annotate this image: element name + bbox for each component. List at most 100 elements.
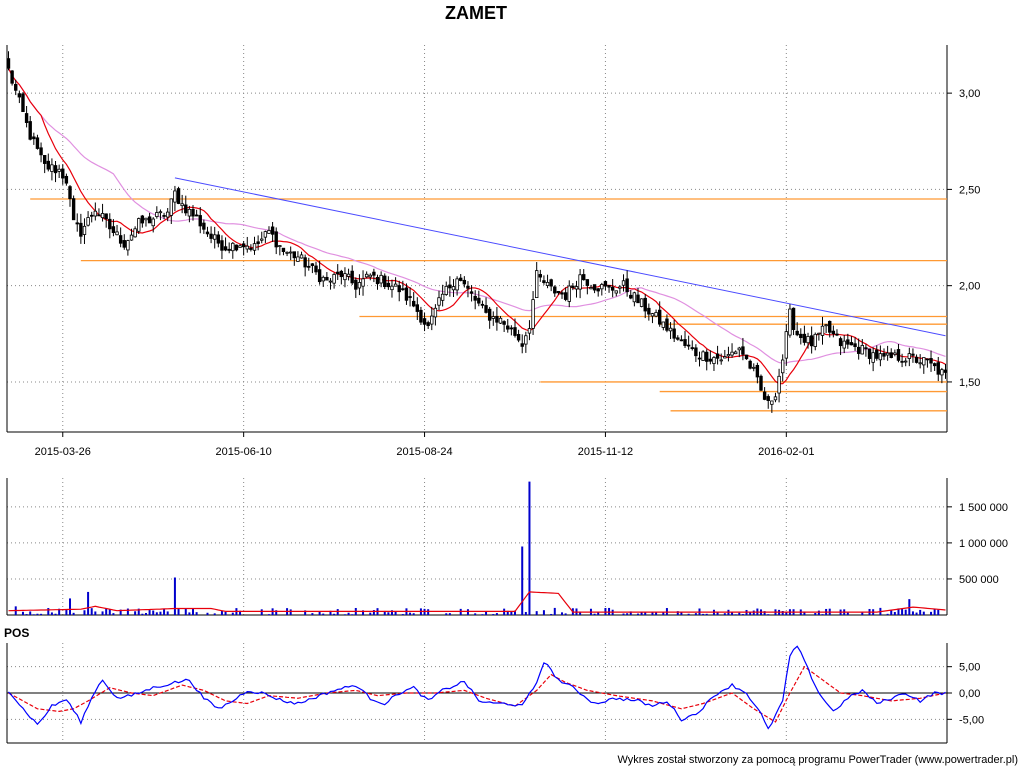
candle bbox=[487, 306, 492, 329]
candle-body bbox=[187, 208, 192, 217]
candle-body bbox=[198, 215, 202, 227]
pos-indicator-panel: 5,00 0,00 -5,00 bbox=[6, 643, 984, 744]
candle-body bbox=[491, 316, 495, 319]
volume-bar bbox=[481, 614, 484, 615]
volume-bar bbox=[752, 610, 755, 615]
candle bbox=[661, 321, 666, 331]
volume-bar bbox=[336, 609, 339, 615]
candle-body bbox=[846, 339, 850, 345]
candle-body bbox=[679, 339, 684, 342]
candle-body bbox=[17, 93, 22, 98]
candle bbox=[856, 338, 861, 360]
volume-bar bbox=[166, 611, 169, 615]
candle-body bbox=[451, 286, 456, 291]
candle bbox=[100, 203, 105, 222]
volume-bar bbox=[622, 613, 625, 615]
candle-body bbox=[401, 288, 405, 291]
short-moving-average-line bbox=[7, 67, 946, 385]
candle bbox=[252, 236, 257, 255]
candle-body bbox=[473, 295, 477, 301]
candle bbox=[307, 257, 311, 271]
candle bbox=[415, 297, 420, 321]
volume-bar bbox=[741, 614, 744, 615]
candle-body bbox=[252, 243, 257, 251]
candle-body bbox=[162, 215, 166, 217]
candle-body bbox=[68, 186, 72, 199]
candle-body bbox=[118, 235, 123, 244]
candle-body bbox=[422, 318, 427, 325]
candle bbox=[781, 354, 785, 382]
volume-bar bbox=[239, 610, 242, 615]
candle-body bbox=[372, 271, 376, 276]
candle-body bbox=[122, 240, 126, 248]
volume-bar bbox=[897, 608, 900, 615]
candle bbox=[245, 236, 249, 253]
candle bbox=[632, 291, 637, 307]
volume-bar bbox=[188, 612, 191, 615]
candle bbox=[213, 226, 217, 249]
candle-body bbox=[209, 233, 213, 239]
candle-body bbox=[455, 278, 459, 291]
volume-bar bbox=[65, 609, 68, 615]
candle bbox=[350, 265, 354, 285]
candle bbox=[288, 246, 293, 261]
candle-body bbox=[477, 297, 481, 304]
candle bbox=[61, 164, 65, 185]
candle bbox=[723, 349, 727, 359]
candle-body bbox=[444, 285, 448, 295]
volume-bar bbox=[333, 613, 336, 615]
candle-body bbox=[231, 242, 235, 252]
pos-line bbox=[8, 645, 946, 730]
candle bbox=[10, 70, 14, 86]
candle bbox=[744, 354, 749, 360]
candle-body bbox=[701, 351, 705, 361]
candle bbox=[900, 353, 904, 368]
candle bbox=[455, 276, 459, 296]
candle-body bbox=[914, 356, 919, 363]
candle bbox=[256, 235, 260, 251]
candle bbox=[14, 79, 18, 96]
candle-body bbox=[285, 251, 289, 254]
candle-body bbox=[184, 204, 188, 214]
candle-body bbox=[350, 270, 354, 284]
candle bbox=[187, 205, 192, 223]
candle-body bbox=[506, 325, 510, 330]
candle-body bbox=[770, 400, 774, 405]
candle-body bbox=[383, 275, 387, 287]
candle bbox=[79, 213, 83, 244]
candle bbox=[802, 325, 807, 346]
candle-body bbox=[545, 281, 550, 286]
candle bbox=[694, 344, 698, 362]
candle-body bbox=[719, 359, 723, 362]
candle bbox=[542, 275, 546, 285]
candle-body bbox=[788, 308, 792, 336]
candle-body bbox=[415, 304, 420, 312]
candle bbox=[914, 354, 919, 364]
volume-bar bbox=[933, 609, 936, 615]
candle-body bbox=[509, 327, 514, 330]
price-ytick-label-0: 3,00 bbox=[959, 88, 980, 100]
candle-body bbox=[71, 198, 76, 221]
volume-bar bbox=[716, 611, 719, 615]
volume-bar bbox=[579, 611, 582, 615]
candle-body bbox=[936, 362, 940, 375]
volume-bar bbox=[781, 610, 784, 615]
candle-body bbox=[596, 288, 600, 292]
candle-body bbox=[748, 360, 752, 369]
candle bbox=[918, 354, 922, 369]
candle-body bbox=[343, 273, 347, 281]
candle bbox=[169, 198, 173, 225]
candle bbox=[813, 332, 817, 351]
volume-bar bbox=[213, 613, 216, 615]
volume-bar bbox=[521, 546, 524, 615]
candle bbox=[788, 304, 792, 338]
candle bbox=[151, 217, 155, 233]
candle bbox=[820, 316, 825, 345]
candle bbox=[249, 244, 253, 252]
candle-body bbox=[864, 347, 868, 350]
candle bbox=[614, 290, 618, 297]
candle bbox=[668, 322, 673, 339]
candle bbox=[907, 347, 912, 367]
volume-bar bbox=[893, 612, 896, 615]
candle-body bbox=[932, 363, 937, 367]
